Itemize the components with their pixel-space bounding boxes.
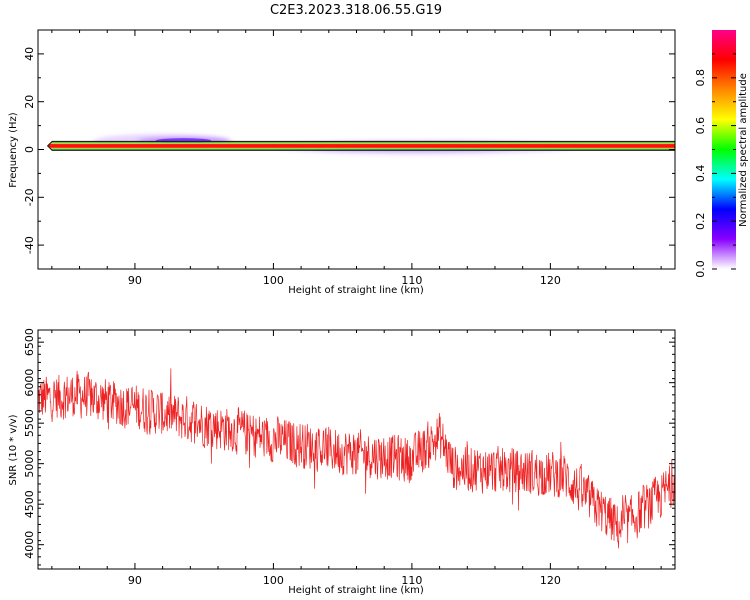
spectrogram-y-ticks: 90 100 110 120 -40 -20 0 20 40 xyxy=(23,29,675,287)
figure-title: C2E3.2023.318.06.55.G19 xyxy=(270,3,442,18)
snr-panel: 90 100 110 120 4000 4500 5000 5500 6000 6500 Heig… xyxy=(8,328,676,596)
snr-y-ticks: 90 100 110 120 4000 4500 5000 5500 6000 6500 xyxy=(23,328,675,587)
spectrogram-y-tick-label: 0 xyxy=(23,146,36,153)
snr-y-tick-label: 5000 xyxy=(23,450,36,478)
snr-y-tick-label: 6500 xyxy=(23,328,36,356)
spectrogram-y-axis-label: Frequency (Hz) xyxy=(8,112,19,188)
colorbar-tick-label: 0.2 xyxy=(694,212,707,230)
spectrogram-panel: 90 100 110 120 -40 -20 0 20 40 Height of straigh… xyxy=(8,29,676,296)
spectrogram-x-tick-label: 100 xyxy=(263,274,284,287)
snr-y-axis-label: SNR (10 * v/v) xyxy=(8,414,19,485)
spectrogram-x-tick-label: 120 xyxy=(540,274,561,287)
main-band-layer xyxy=(47,144,675,148)
colorbar-tick-label: 0.4 xyxy=(694,165,707,183)
spectrogram-y-tick-label: 40 xyxy=(23,47,36,61)
colorbar-tick-label: 0.0 xyxy=(694,260,707,278)
spectrogram-content xyxy=(46,134,675,155)
colorbar: 0.0 0.2 0.4 0.6 0.8 Normalized spectral ampl… xyxy=(694,30,749,278)
snr-y-tick-label: 5500 xyxy=(23,409,36,437)
snr-y-tick-label: 4500 xyxy=(23,490,36,518)
snr-x-tick-label: 100 xyxy=(263,574,284,587)
snr-y-tick-label: 4000 xyxy=(23,531,36,559)
spectrogram-x-tick-label: 90 xyxy=(128,274,142,287)
main-band-outline xyxy=(46,140,675,151)
spectrogram-x-axis-label: Height of straight line (km) xyxy=(288,285,424,296)
colorbar-label: Normalized spectral amplitude xyxy=(738,73,749,227)
spectrogram-y-tick-label: 20 xyxy=(23,95,36,109)
snr-x-tick-label: 90 xyxy=(128,574,142,587)
colorbar-gradient xyxy=(712,30,736,269)
spectrogram-y-tick-label: -20 xyxy=(23,188,36,206)
snr-content xyxy=(38,368,675,549)
colorbar-tick-label: 0.8 xyxy=(694,69,707,87)
colorbar-ticks: 0.0 0.2 0.4 0.6 0.8 xyxy=(694,53,736,278)
snr-x-tick-label: 120 xyxy=(540,574,561,587)
snr-y-tick-label: 6000 xyxy=(23,369,36,397)
spectrogram-x-tick-label: 110 xyxy=(401,274,422,287)
colorbar-tick-label: 0.6 xyxy=(694,117,707,135)
snr-series-line xyxy=(38,368,675,549)
snr-x-tick-label: 110 xyxy=(401,574,422,587)
snr-x-axis-label: Height of straight line (km) xyxy=(288,585,424,596)
spectrogram-y-tick-label: -40 xyxy=(23,236,36,254)
